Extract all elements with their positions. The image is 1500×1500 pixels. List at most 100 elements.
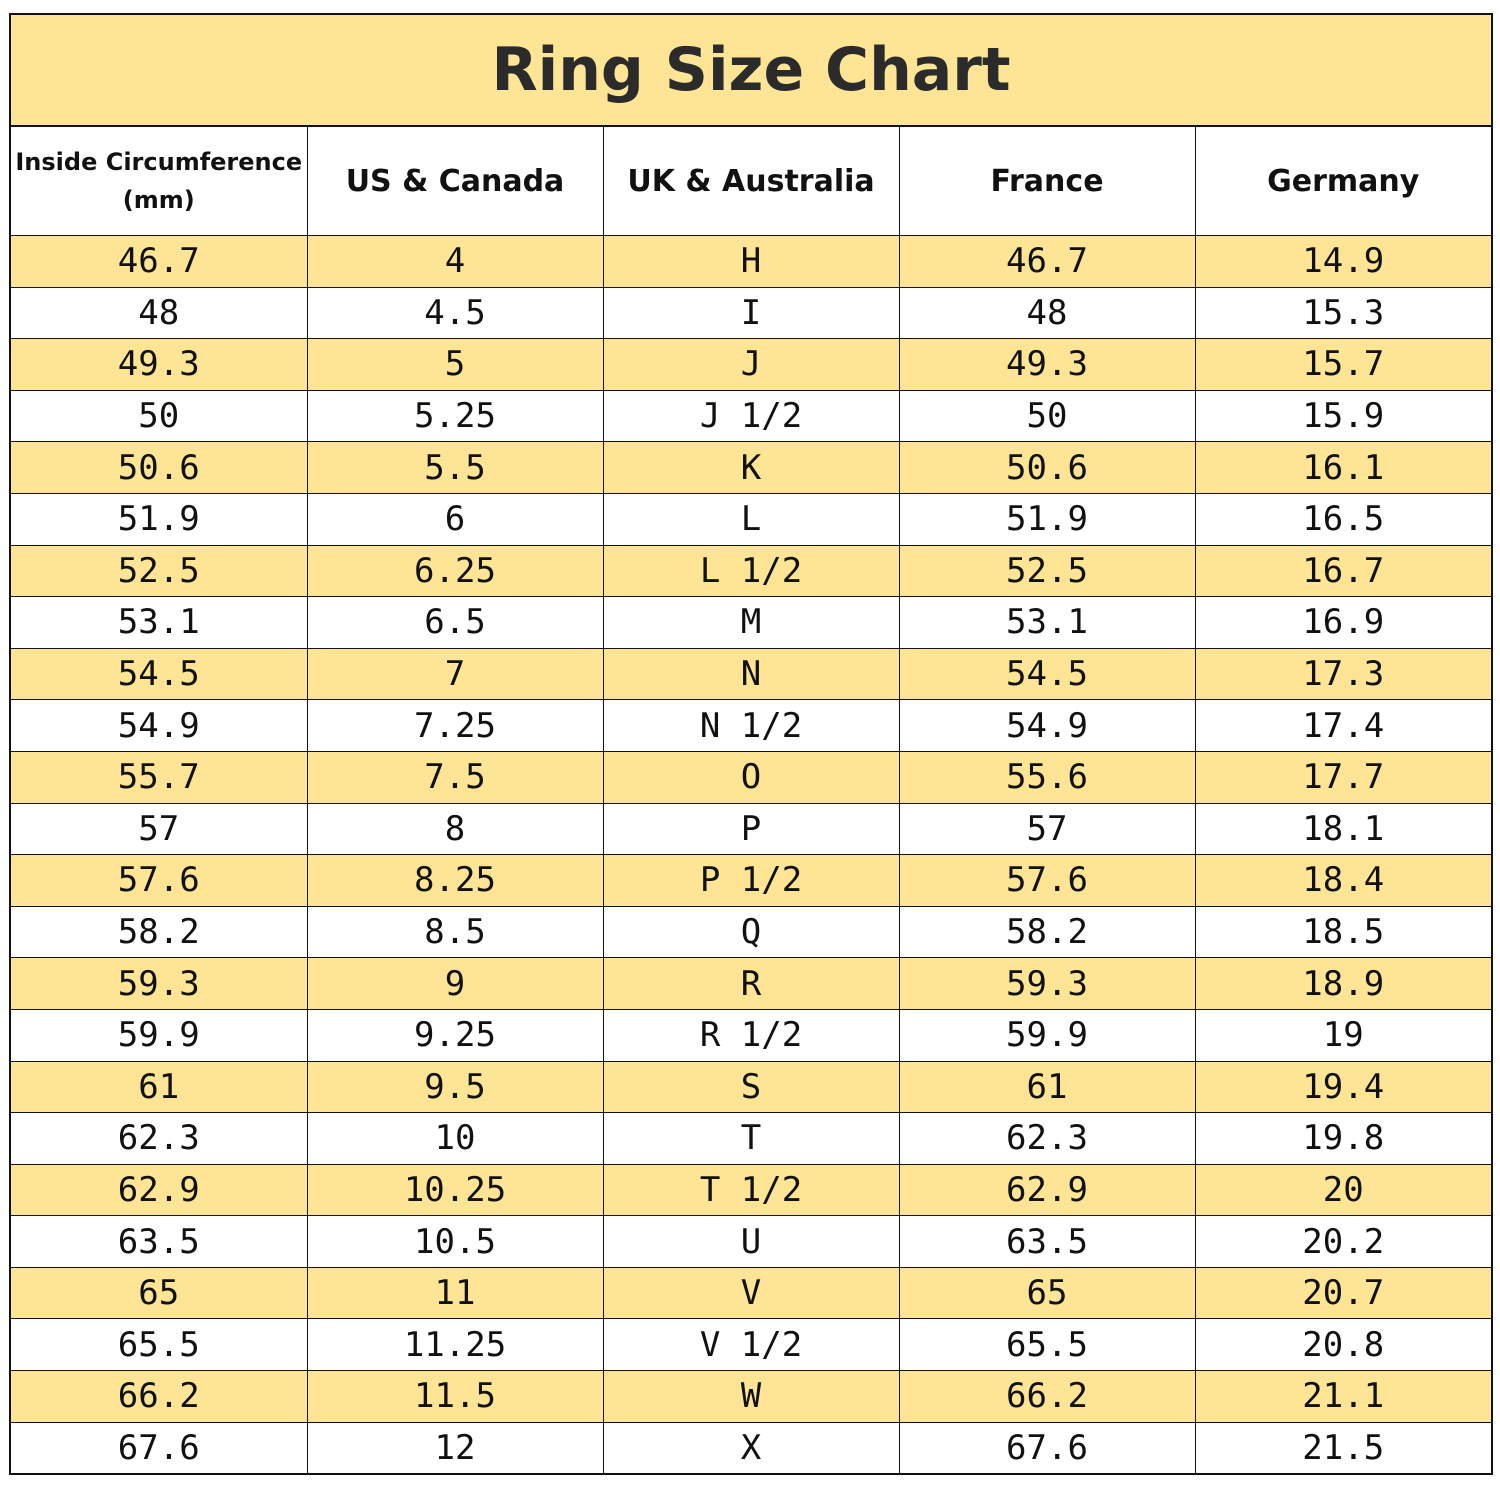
cell-us-canada: 8.5 xyxy=(306,905,604,959)
cell-germany: 18.1 xyxy=(1194,802,1491,856)
cell-germany: 20.7 xyxy=(1194,1266,1491,1320)
cell-france: 51.9 xyxy=(898,492,1196,546)
cell-circumference: 55.7 xyxy=(11,750,308,804)
cell-france: 46.7 xyxy=(898,235,1196,288)
cell-germany: 16.5 xyxy=(1194,492,1491,546)
cell-us-canada: 5.25 xyxy=(306,389,604,443)
cell-france: 63.5 xyxy=(898,1215,1196,1268)
table-row: 66.2 11.5 W 66.2 21.1 xyxy=(11,1370,1491,1423)
cell-uk-australia: Q xyxy=(602,905,900,959)
cell-france: 55.6 xyxy=(898,750,1196,804)
header-uk-australia: UK & Australia xyxy=(602,127,900,236)
cell-germany: 14.9 xyxy=(1194,235,1491,288)
cell-uk-australia: X xyxy=(602,1421,900,1474)
cell-germany: 19.4 xyxy=(1194,1060,1491,1114)
cell-germany: 20.8 xyxy=(1194,1318,1491,1372)
cell-us-canada: 6 xyxy=(306,492,604,546)
cell-circumference: 67.6 xyxy=(11,1421,308,1474)
cell-us-canada: 6.5 xyxy=(306,596,604,649)
header-us-canada: US & Canada xyxy=(306,127,604,236)
cell-circumference: 53.1 xyxy=(11,596,308,649)
cell-france: 53.1 xyxy=(898,596,1196,649)
cell-france: 48 xyxy=(898,286,1196,340)
cell-uk-australia: R xyxy=(602,957,900,1010)
cell-uk-australia: I xyxy=(602,286,900,340)
cell-us-canada: 11 xyxy=(306,1266,604,1320)
table-row: 59.3 9 R 59.3 18.9 xyxy=(11,957,1491,1010)
cell-us-canada: 9.25 xyxy=(306,1008,604,1062)
cell-germany: 20.2 xyxy=(1194,1215,1491,1268)
cell-uk-australia: M xyxy=(602,596,900,649)
cell-france: 67.6 xyxy=(898,1421,1196,1474)
cell-us-canada: 4.5 xyxy=(306,286,604,340)
cell-france: 49.3 xyxy=(898,338,1196,391)
cell-us-canada: 6.25 xyxy=(306,544,604,598)
table-row: 48 4.5 I 48 15.3 xyxy=(11,286,1491,340)
cell-uk-australia: T 1/2 xyxy=(602,1163,900,1217)
cell-germany: 19 xyxy=(1194,1008,1491,1062)
cell-us-canada: 10.5 xyxy=(306,1215,604,1268)
cell-france: 61 xyxy=(898,1060,1196,1114)
cell-circumference: 50 xyxy=(11,389,308,443)
table-body: 46.7 4 H 46.7 14.9 48 4.5 I 48 15.3 49.3 5 J 49.3 15.7… xyxy=(11,235,1491,1474)
cell-circumference: 57 xyxy=(11,802,308,856)
cell-us-canada: 7.25 xyxy=(306,699,604,752)
cell-us-canada: 7.5 xyxy=(306,750,604,804)
cell-circumference: 59.9 xyxy=(11,1008,308,1062)
cell-germany: 18.4 xyxy=(1194,854,1491,907)
cell-france: 66.2 xyxy=(898,1370,1196,1423)
cell-uk-australia: R 1/2 xyxy=(602,1008,900,1062)
header-france: France xyxy=(898,127,1196,236)
cell-france: 50.6 xyxy=(898,441,1196,494)
cell-uk-australia: O xyxy=(602,750,900,804)
cell-circumference: 57.6 xyxy=(11,854,308,907)
cell-circumference: 65.5 xyxy=(11,1318,308,1372)
header-row: Inside Circumference (mm) US & Canada UK… xyxy=(11,127,1491,236)
table-row: 53.1 6.5 M 53.1 16.9 xyxy=(11,596,1491,649)
cell-france: 54.9 xyxy=(898,699,1196,752)
cell-uk-australia: N 1/2 xyxy=(602,699,900,752)
table-row: 62.9 10.25 T 1/2 62.9 20 xyxy=(11,1163,1491,1217)
cell-us-canada: 9 xyxy=(306,957,604,1010)
cell-uk-australia: W xyxy=(602,1370,900,1423)
cell-us-canada: 12 xyxy=(306,1421,604,1474)
cell-germany: 15.9 xyxy=(1194,389,1491,443)
cell-us-canada: 5 xyxy=(306,338,604,391)
cell-germany: 19.8 xyxy=(1194,1112,1491,1165)
ring-size-chart: Ring Size Chart Inside Circumference (mm… xyxy=(9,13,1493,1476)
table-row: 55.7 7.5 O 55.6 17.7 xyxy=(11,750,1491,804)
table-row: 50 5.25 J 1/2 50 15.9 xyxy=(11,389,1491,443)
cell-france: 58.2 xyxy=(898,905,1196,959)
table-row: 65 11 V 65 20.7 xyxy=(11,1266,1491,1320)
cell-circumference: 62.9 xyxy=(11,1163,308,1217)
table-row: 63.5 10.5 U 63.5 20.2 xyxy=(11,1215,1491,1268)
header-inside-circumference: Inside Circumference (mm) xyxy=(11,127,308,236)
cell-circumference: 61 xyxy=(11,1060,308,1114)
cell-germany: 17.4 xyxy=(1194,699,1491,752)
table-row: 54.9 7.25 N 1/2 54.9 17.4 xyxy=(11,699,1491,752)
chart-title: Ring Size Chart xyxy=(11,15,1491,127)
table-row: 50.6 5.5 K 50.6 16.1 xyxy=(11,441,1491,494)
cell-uk-australia: T xyxy=(602,1112,900,1165)
cell-us-canada: 9.5 xyxy=(306,1060,604,1114)
cell-france: 54.5 xyxy=(898,647,1196,701)
cell-circumference: 59.3 xyxy=(11,957,308,1010)
cell-france: 62.9 xyxy=(898,1163,1196,1217)
cell-germany: 20 xyxy=(1194,1163,1491,1217)
cell-uk-australia: N xyxy=(602,647,900,701)
cell-germany: 21.1 xyxy=(1194,1370,1491,1423)
table-row: 62.3 10 T 62.3 19.8 xyxy=(11,1112,1491,1165)
table-row: 57 8 P 57 18.1 xyxy=(11,802,1491,856)
cell-us-canada: 8 xyxy=(306,802,604,856)
cell-germany: 15.7 xyxy=(1194,338,1491,391)
cell-circumference: 58.2 xyxy=(11,905,308,959)
cell-uk-australia: L xyxy=(602,492,900,546)
cell-circumference: 51.9 xyxy=(11,492,308,546)
cell-uk-australia: S xyxy=(602,1060,900,1114)
cell-us-canada: 7 xyxy=(306,647,604,701)
cell-uk-australia: V xyxy=(602,1266,900,1320)
table-row: 54.5 7 N 54.5 17.3 xyxy=(11,647,1491,701)
table-row: 49.3 5 J 49.3 15.7 xyxy=(11,338,1491,391)
cell-circumference: 62.3 xyxy=(11,1112,308,1165)
cell-germany: 18.5 xyxy=(1194,905,1491,959)
